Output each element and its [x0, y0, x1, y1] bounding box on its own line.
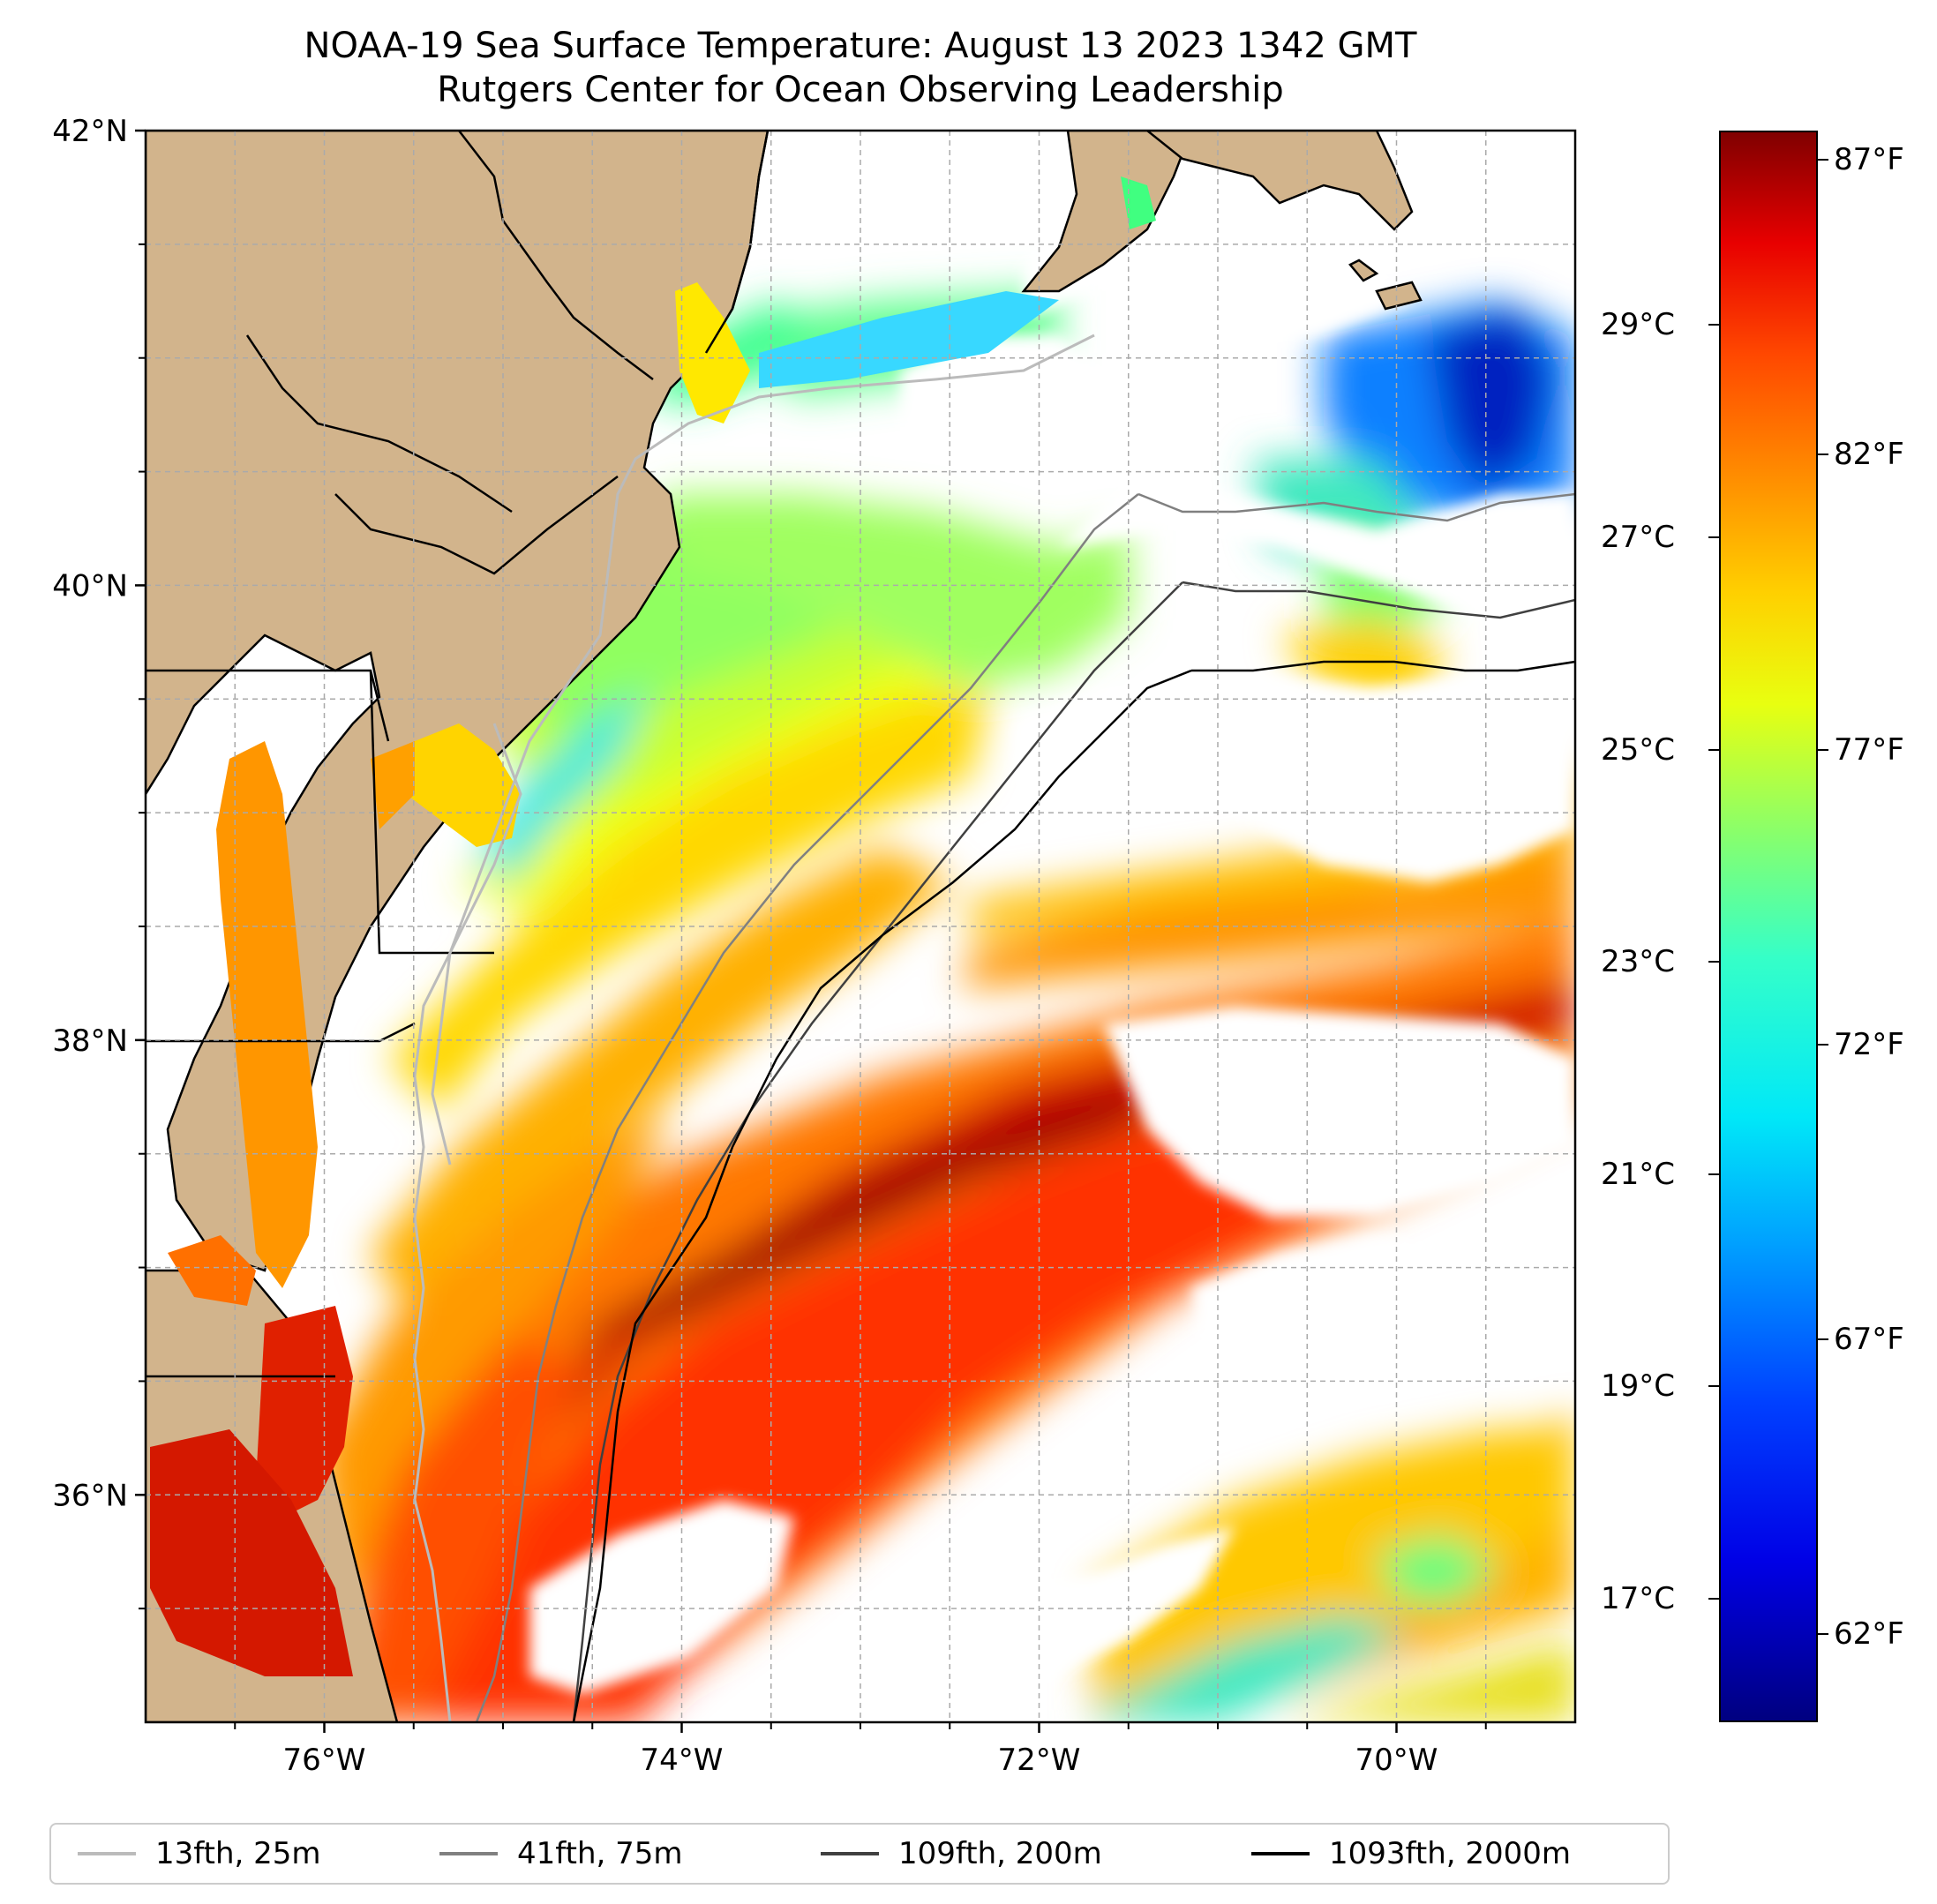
colorbar-c-label: 29°C — [1601, 307, 1676, 343]
colorbar-f-tick — [1818, 159, 1828, 161]
colorbar-f-label: 62°F — [1834, 1615, 1904, 1652]
colorbar-c-tick — [1708, 1173, 1719, 1175]
x-tick-label: 70°W — [1355, 1743, 1438, 1778]
colorbar-c-label: 19°C — [1601, 1368, 1676, 1405]
colorbar-c-tick — [1708, 748, 1719, 751]
colorbar-c-label: 23°C — [1601, 944, 1676, 980]
legend-label: 13fth, 25m — [155, 1836, 321, 1871]
x-tick-label: 76°W — [283, 1743, 366, 1778]
colorbar-c-label: 21°C — [1601, 1156, 1676, 1192]
legend-swatch-75m — [439, 1852, 498, 1855]
legend-item-2000m: 1093fth, 2000m — [1251, 1825, 1571, 1883]
legend-item-25m: 13fth, 25m — [78, 1825, 321, 1883]
bathymetry-contours — [413, 334, 1575, 1722]
state-borders — [146, 131, 770, 1378]
x-tick-label: 74°W — [641, 1743, 724, 1778]
legend-label: 1093fth, 2000m — [1329, 1836, 1572, 1871]
gridlines — [146, 131, 1575, 1722]
y-tick-label: 36°N — [52, 1478, 128, 1513]
colorbar-c-tick — [1708, 1385, 1719, 1388]
colorbar-f-tick — [1818, 1043, 1828, 1046]
colorbar-f-label: 72°F — [1834, 1026, 1904, 1062]
estuaries — [150, 176, 1156, 1676]
colorbar-c-tick — [1708, 961, 1719, 963]
y-tick-label: 40°N — [52, 568, 128, 603]
colorbar-f-tick — [1818, 454, 1828, 456]
colorbar-c-label: 25°C — [1601, 731, 1676, 768]
colorbar-f-label: 82°F — [1834, 437, 1904, 473]
legend-swatch-25m — [78, 1852, 136, 1855]
colorbar-f-tick — [1818, 1338, 1828, 1340]
colorbar — [1719, 131, 1818, 1722]
colorbar-f-label: 77°F — [1834, 731, 1904, 768]
y-tick-label: 42°N — [52, 114, 128, 149]
colorbar-f-label: 87°F — [1834, 142, 1904, 178]
y-tick-label: 38°N — [52, 1023, 128, 1059]
colorbar-f-tick — [1818, 748, 1828, 751]
legend-item-75m: 41fth, 75m — [439, 1825, 683, 1883]
x-tick-label: 72°W — [998, 1743, 1081, 1778]
legend-swatch-2000m — [1251, 1852, 1310, 1855]
legend: 13fth, 25m 41fth, 75m 109fth, 200m 1093f… — [49, 1823, 1670, 1885]
colorbar-c-tick — [1708, 324, 1719, 326]
legend-swatch-200m — [821, 1852, 879, 1855]
colorbar-f-label: 67°F — [1834, 1321, 1904, 1357]
colorbar-c-label: 27°C — [1601, 520, 1676, 556]
legend-label: 109fth, 200m — [898, 1836, 1102, 1871]
colorbar-c-tick — [1708, 536, 1719, 539]
colorbar-f-tick — [1818, 1632, 1828, 1635]
chart-subtitle: Rutgers Center for Ocean Observing Leade… — [437, 70, 1284, 110]
colorbar-c-label: 17°C — [1601, 1580, 1676, 1616]
legend-label: 41fth, 75m — [517, 1836, 683, 1871]
axis-ticks: 76°W 74°W 72°W 70°W 42°N 40°N 38°N 36°N — [52, 114, 1487, 1778]
chart-title: NOAA-19 Sea Surface Temperature: August … — [304, 26, 1417, 66]
legend-item-200m: 109fth, 200m — [821, 1825, 1102, 1883]
colorbar-c-tick — [1708, 1597, 1719, 1600]
